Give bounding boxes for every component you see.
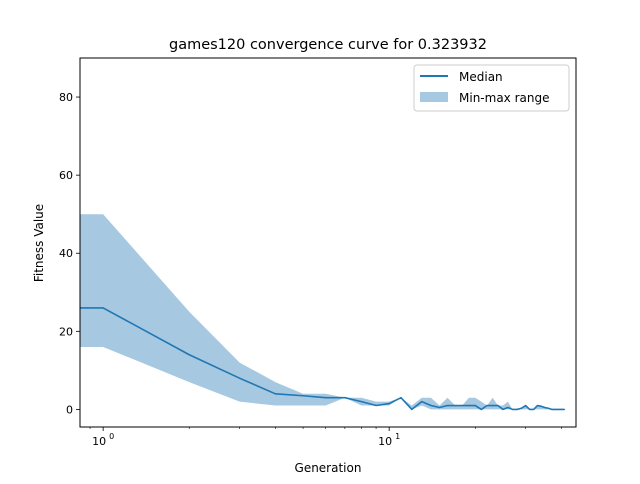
median-point (461, 404, 463, 407)
x-tick-label: 10 (378, 435, 392, 448)
median-point (454, 404, 456, 407)
x-tick-exponent: 1 (395, 432, 400, 441)
y-tick-label: 40 (59, 247, 73, 260)
y-axis-label: Fitness Value (32, 204, 46, 282)
median-point (525, 404, 527, 407)
median-point (375, 404, 377, 407)
median-point (430, 404, 432, 407)
median-point (516, 408, 518, 411)
chart-title: games120 convergence curve for 0.323932 (169, 37, 487, 53)
median-point (102, 307, 104, 309)
median-point (554, 408, 556, 411)
median-point (400, 397, 402, 399)
y-tick-label: 0 (66, 403, 73, 416)
median-point (540, 405, 542, 407)
y-tick-label: 20 (59, 325, 73, 338)
plot-area (79, 214, 566, 411)
median-point (497, 404, 499, 407)
median-point (188, 354, 190, 356)
median-point (551, 408, 553, 411)
median-point (360, 401, 363, 403)
y-tick-label: 80 (59, 91, 73, 104)
median-point (274, 393, 276, 395)
x-tick-label: 10 (92, 435, 106, 448)
median-point (544, 406, 546, 409)
median-point (388, 402, 390, 405)
axes-frame (79, 57, 577, 428)
y-axis-ticks: 0 20 40 60 80 (59, 91, 80, 416)
median-point (325, 397, 327, 399)
median-point (421, 401, 423, 403)
median-point (529, 408, 531, 411)
median-line (80, 307, 565, 411)
x-axis-ticks: 10 0 10 1 (89, 427, 562, 448)
median-point (520, 407, 523, 409)
median-point (474, 404, 476, 407)
median-point (239, 377, 241, 379)
median-point (438, 406, 441, 409)
legend-swatch-range (420, 92, 448, 102)
median-point (446, 404, 449, 407)
median-point (486, 404, 488, 407)
legend-box (413, 64, 570, 112)
median-point (511, 408, 514, 411)
y-tick-label: 60 (59, 169, 73, 182)
median-point (560, 408, 562, 411)
median-point (492, 404, 494, 407)
median-point (557, 408, 559, 411)
median-point (563, 408, 566, 411)
median-point (507, 406, 509, 409)
median-point (302, 395, 304, 397)
median-point (344, 397, 346, 399)
legend: Median Min-max range (413, 64, 570, 112)
median-point (547, 407, 549, 409)
median-point (411, 408, 413, 411)
legend-label-range: Min-max range (459, 91, 549, 105)
median-point (536, 404, 539, 407)
median-point (502, 408, 504, 411)
legend-label-median: Median (459, 70, 503, 84)
x-tick-exponent: 0 (109, 432, 114, 441)
x-axis-label: Generation (295, 461, 362, 475)
median-point (480, 408, 482, 411)
median-point (468, 404, 470, 407)
median-point (533, 408, 535, 411)
